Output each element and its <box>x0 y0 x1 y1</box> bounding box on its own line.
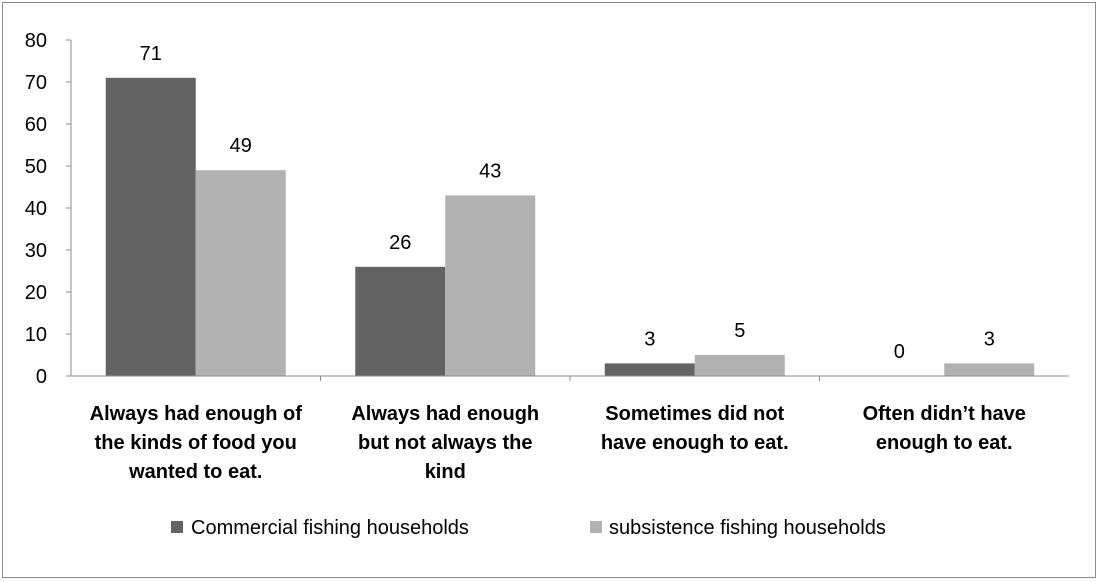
bar <box>604 363 695 376</box>
legend-swatch <box>590 521 602 533</box>
legend-label: Commercial fishing households <box>191 517 469 539</box>
y-tick-label: 70 <box>25 72 47 94</box>
bars <box>105 77 1035 381</box>
data-label: 71 <box>140 43 162 65</box>
x-category-label: Always had enough of the kinds of food yo… <box>90 403 303 483</box>
y-tick-label: 20 <box>25 282 47 304</box>
data-label: 26 <box>389 232 411 254</box>
bar <box>195 170 286 376</box>
bar <box>445 195 536 376</box>
y-tick-label: 80 <box>25 30 47 52</box>
legend: Commercial fishing households subsistence… <box>171 517 886 539</box>
y-axis-ticks: 0 10 20 30 40 50 60 70 80 <box>25 30 71 388</box>
data-label: 0 <box>894 341 905 363</box>
data-label: 3 <box>984 328 995 350</box>
x-category-label: Often didn’t have enough to eat. <box>863 403 1026 454</box>
y-tick-label: 40 <box>25 198 47 220</box>
y-tick-label: 0 <box>36 366 47 388</box>
x-category-label: Sometimes did not have enough to eat. <box>601 403 789 454</box>
x-category-label: Always had enough but not always the kind <box>351 403 539 483</box>
data-labels: 71 49 26 43 3 5 0 3 <box>140 43 995 363</box>
y-tick-label: 60 <box>25 114 47 136</box>
bar <box>355 266 446 376</box>
legend-label: subsistence fishing households <box>609 517 886 539</box>
bar <box>105 77 196 377</box>
legend-swatch <box>171 521 183 533</box>
bar <box>694 355 785 376</box>
x-axis-category-labels: Always had enough of the kinds of food yo… <box>90 403 1026 483</box>
y-tick-label: 10 <box>25 324 47 346</box>
data-label: 5 <box>734 320 745 342</box>
data-label: 43 <box>479 160 501 182</box>
data-label: 49 <box>230 135 252 157</box>
data-label: 3 <box>644 328 655 350</box>
bar <box>944 363 1035 376</box>
y-tick-label: 30 <box>25 240 47 262</box>
y-tick-label: 50 <box>25 156 47 178</box>
